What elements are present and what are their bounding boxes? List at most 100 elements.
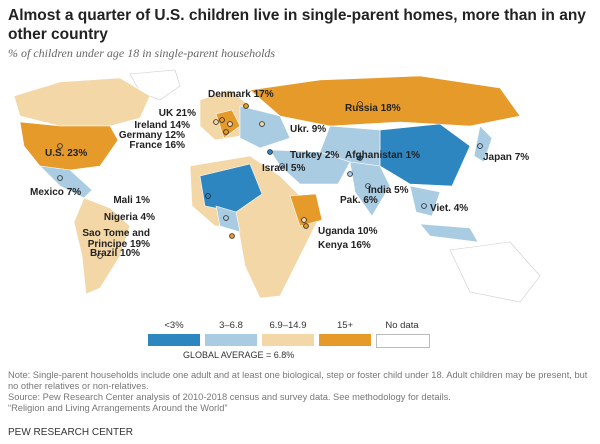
country-name: Uganda: [318, 226, 355, 237]
value-label: 21%: [175, 108, 196, 119]
country-name: Kenya: [318, 240, 349, 251]
country-marker: [357, 101, 363, 107]
country-marker: [243, 103, 249, 109]
legend-label: <3%: [164, 320, 184, 331]
value-label: 5%: [394, 185, 409, 196]
value-label: 4%: [453, 203, 469, 214]
country-name: Sao Tome and Principe: [82, 228, 150, 250]
country-marker: [477, 143, 483, 149]
country-label: Mali 1%: [113, 195, 150, 206]
country-name: UK: [158, 108, 174, 119]
country-marker: [267, 149, 273, 155]
notes: Note: Single-parent households include o…: [8, 370, 593, 414]
country-label: Uganda 10%: [318, 226, 377, 237]
country-label: Ukr. 9%: [290, 124, 326, 135]
country-marker: [57, 143, 63, 149]
value-label: 2%: [324, 150, 340, 161]
country-marker: [97, 253, 103, 259]
value-label: 10%: [120, 248, 141, 259]
country-marker: [205, 193, 211, 199]
country-marks: [57, 101, 483, 259]
legend-swatch: [319, 334, 371, 346]
country-label: Germany 12%: [119, 130, 185, 141]
legend-swatch: [205, 334, 257, 346]
land: [13, 69, 541, 303]
value-label: 7%: [514, 152, 530, 163]
country-name: Ireland: [134, 120, 168, 131]
country-label: Brazil 10%: [90, 248, 140, 259]
title: Almost a quarter of U.S. children live i…: [8, 7, 586, 43]
value-label: 17%: [253, 89, 274, 100]
country-label: India 5%: [368, 185, 409, 196]
note: Note: Single-parent households include o…: [8, 370, 588, 391]
legend-label: No data: [385, 320, 419, 331]
note: “Religion and Living Arrangements Around…: [8, 403, 228, 413]
country-marker: [229, 233, 235, 239]
country-marker: [301, 217, 307, 223]
country-name: Brazil: [90, 248, 118, 259]
country-label: Denmark 17%: [208, 89, 274, 100]
country-marker: [227, 121, 233, 127]
value-label: 16%: [164, 140, 185, 151]
country-label: Israel 5%: [262, 163, 305, 174]
country-marker: [303, 223, 309, 229]
value-label: 16%: [350, 240, 371, 251]
country-name: Israel: [262, 163, 289, 174]
country-label: Afghanistan 1%: [345, 150, 420, 161]
country-name: Afghanistan: [345, 150, 403, 161]
country-label: Kenya 16%: [318, 240, 371, 251]
subtitle: % of children under age 18 in single-par…: [8, 46, 276, 60]
country-name: Germany: [118, 130, 163, 141]
value-label: 18%: [380, 103, 401, 114]
country-marker: [421, 203, 427, 209]
country-marker: [57, 175, 63, 181]
country-name: India: [368, 185, 392, 196]
country-label: Turkey 2%: [290, 150, 339, 161]
country-label: Russia 18%: [345, 103, 401, 114]
country-marker: [223, 129, 229, 135]
legend-label: 3–6.8: [219, 320, 243, 331]
country-label: U.S. 23%: [45, 148, 87, 159]
country-label: UK 21%: [159, 108, 196, 119]
country-name: Pak.: [340, 195, 361, 206]
value-label: 19%: [129, 239, 150, 250]
source-org: PEW RESEARCH CENTER: [8, 427, 134, 438]
country-name: Ukr.: [290, 124, 309, 135]
country-marker: [279, 163, 285, 169]
legend-swatch: [376, 334, 430, 348]
country-name: France: [129, 140, 163, 151]
country-label: Pak. 6%: [340, 195, 378, 206]
country-marker: [357, 155, 363, 161]
country-marker: [347, 171, 353, 177]
annotation: GLOBAL AVERAGE = 6.8%: [183, 350, 295, 360]
value-label: 10%: [357, 226, 378, 237]
legend-label: 15+: [336, 320, 354, 331]
country-name: Russia: [345, 103, 378, 114]
country-name: Mali: [113, 195, 133, 206]
country-name: Denmark: [208, 89, 251, 100]
value-label: 5%: [290, 163, 306, 174]
value-label: 9%: [311, 124, 327, 135]
value-label: 14%: [169, 120, 190, 131]
value-label: 7%: [66, 187, 82, 198]
value-label: 1%: [135, 195, 150, 206]
world-map: [13, 69, 541, 303]
country-label: Ireland 14%: [134, 120, 190, 131]
legend-swatch: [262, 334, 314, 346]
value-label: 1%: [405, 150, 421, 161]
country-name: Nigeria: [103, 212, 138, 223]
country-marker: [223, 215, 229, 221]
country-label: Sao Tome and Principe 19%: [72, 228, 150, 250]
country-label: France 16%: [129, 140, 185, 151]
value-label: 4%: [140, 212, 155, 223]
value-label: 12%: [164, 130, 185, 141]
value-label: 6%: [363, 195, 378, 206]
note: Source: Pew Research Center analysis of …: [8, 392, 451, 402]
legend-label: 6.9–14.9: [269, 320, 307, 331]
country-marker: [213, 119, 219, 125]
country-name: Japan: [483, 152, 512, 163]
value-label: 23%: [67, 148, 88, 159]
country-marker: [219, 117, 225, 123]
country-name: U.S.: [45, 148, 65, 159]
